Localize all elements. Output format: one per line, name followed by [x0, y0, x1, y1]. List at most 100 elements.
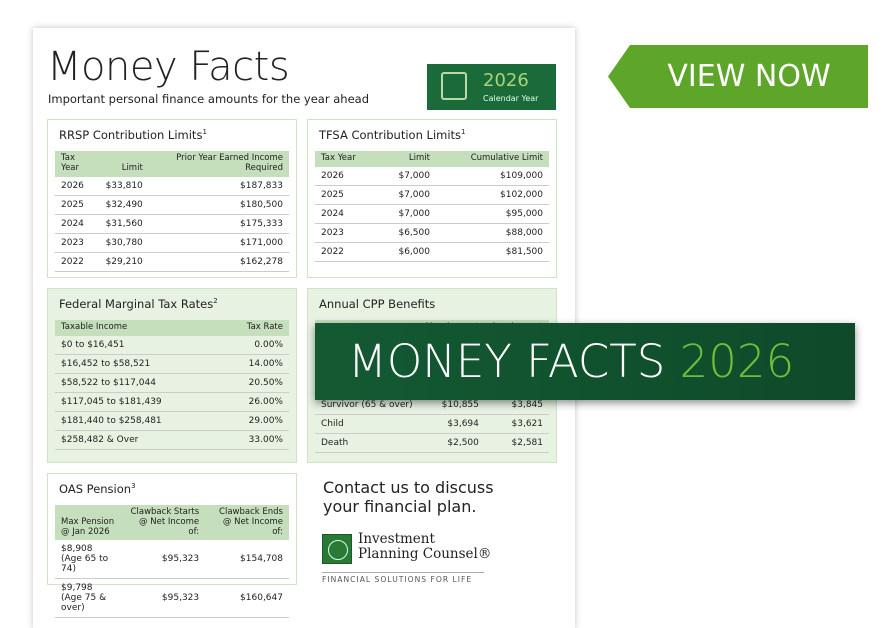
federal-tax-section: Federal Marginal Tax Rates2 Taxable Inco…: [47, 288, 297, 463]
contact-text: Contact us to discuss your financial pla…: [323, 478, 494, 517]
table-cell: $0 to $16,451: [55, 335, 219, 356]
table-cell: 2024: [55, 214, 100, 235]
table-cell: $181,440 to $258,481: [55, 411, 219, 432]
rrsp-table: Tax Year Limit Prior Year Earned Income Re…: [55, 151, 289, 273]
table-cell: $29,210: [99, 252, 149, 273]
table-row: $9,798 (Age 75 & over) $95,323 $160,647: [55, 578, 289, 619]
table-row: $0 to $16,451 0.00%: [55, 335, 289, 356]
footnote: 1: [461, 128, 466, 137]
table-header-row: Max Pension @ Jan 2026 Clawback Starts @ …: [55, 505, 289, 541]
table-row: $8,908 (Age 65 to 74) $95,323 $154,708: [55, 540, 289, 580]
calendar-badge: 2026 Calendar Year: [427, 64, 556, 110]
table-cell: $31,560: [99, 214, 149, 235]
table-cell: Death: [315, 433, 419, 454]
table-row: 2025 $32,490 $180,500: [55, 195, 289, 216]
table-cell: 2024: [315, 204, 378, 225]
table-cell: 2023: [315, 223, 378, 244]
column-header: Cumulative Limit: [435, 151, 549, 167]
table-cell: $7,000: [377, 204, 436, 225]
table-cell: $117,045 to $181,439: [55, 392, 219, 413]
table-header-row: Tax Year Limit Cumulative Limit: [315, 151, 549, 167]
table-cell: $7,000: [377, 166, 436, 187]
table-cell: 2026: [55, 176, 100, 197]
table-cell: $3,694: [418, 414, 485, 435]
table-cell: $180,500: [148, 195, 289, 216]
table-row: 2024 $31,560 $175,333: [55, 214, 289, 235]
document-subtitle: Important personal finance amounts for t…: [48, 92, 369, 106]
table-cell: 33.00%: [218, 430, 289, 451]
table-cell: $33,810: [99, 176, 149, 197]
view-now-button[interactable]: VIEW NOW: [608, 45, 868, 108]
column-header: Prior Year Earned Income Required: [148, 151, 289, 177]
table-cell: $88,000: [435, 223, 549, 244]
table-cell: Survivor (65 & over): [315, 395, 419, 416]
table-cell: $171,000: [148, 233, 289, 254]
column-header: Clawback Ends @ Net Income of:: [205, 505, 289, 541]
table-row: $16,452 to $58,521 14.00%: [55, 354, 289, 375]
column-header: Tax Year: [315, 151, 378, 167]
logo-tagline: FINANCIAL SOLUTIONS FOR LIFE: [322, 572, 484, 584]
calendar-year: 2026: [483, 70, 529, 91]
column-header: Tax Rate: [218, 320, 289, 336]
table-cell: $162,278: [148, 252, 289, 273]
table-row: 2025 $7,000 $102,000: [315, 185, 549, 206]
table-cell: $160,647: [205, 578, 289, 619]
table-cell: $109,000: [435, 166, 549, 187]
table-cell: $6,500: [377, 223, 436, 244]
table-cell: Child: [315, 414, 419, 435]
column-header: Tax Year: [55, 151, 100, 177]
document-title: Money Facts: [47, 44, 290, 90]
table-cell: $32,490: [99, 195, 149, 216]
column-header: Clawback Starts @ Net Income of:: [121, 505, 206, 541]
table-cell: $95,323: [121, 540, 206, 580]
money-facts-document[interactable]: Money Facts Important personal finance a…: [33, 28, 575, 628]
table-cell: $102,000: [435, 185, 549, 206]
oas-title: OAS Pension: [59, 482, 132, 496]
table-row: 2026 $33,810 $187,833: [55, 176, 289, 197]
column-header: Limit: [377, 151, 436, 167]
table-cell: $2,500: [418, 433, 485, 454]
table-row: $58,522 to $117,044 20.50%: [55, 373, 289, 394]
table-row: 2026 $7,000 $109,000: [315, 166, 549, 187]
table-cell: $258,482 & Over: [55, 430, 219, 451]
table-cell: 2022: [315, 242, 378, 263]
table-cell: 0.00%: [218, 335, 289, 356]
column-header: Limit: [99, 151, 149, 177]
table-row: 2024 $7,000 $95,000: [315, 204, 549, 225]
table-row: Death $2,500 $2,581: [315, 433, 549, 454]
logo-name-line2: Planning Counsel®: [358, 545, 492, 562]
table-row: 2023 $6,500 $88,000: [315, 223, 549, 244]
table-cell: 2022: [55, 252, 100, 273]
footnote: 3: [131, 482, 136, 491]
banner-text: MONEY FACTS: [348, 335, 666, 388]
table-cell: 20.50%: [218, 373, 289, 394]
footnote: 2: [213, 297, 218, 306]
rrsp-title: RRSP Contribution Limits: [59, 128, 203, 142]
table-cell: $3,621: [484, 414, 549, 435]
table-cell: $175,333: [148, 214, 289, 235]
banner-year: 2026: [679, 335, 795, 388]
footnote: 1: [202, 128, 207, 137]
oas-table: Max Pension @ Jan 2026 Clawback Starts @ …: [55, 505, 289, 619]
rrsp-section: RRSP Contribution Limits1 Tax Year Limit P…: [47, 119, 297, 278]
table-cell: $58,522 to $117,044: [55, 373, 219, 394]
tfsa-table: Tax Year Limit Cumulative Limit 2026 $7,000 $…: [315, 151, 549, 263]
federal-tax-table: Taxable Income Tax Rate $0 to $16,451 0.00%…: [55, 320, 289, 451]
table-row: 2022 $29,210 $162,278: [55, 252, 289, 273]
table-cell: $10,855: [418, 395, 485, 416]
table-cell: $30,780: [99, 233, 149, 254]
tfsa-section: TFSA Contribution Limits1 Tax Year Limit C…: [307, 119, 557, 278]
table-cell: $2,581: [484, 433, 549, 454]
logo-name-line1: Investment: [358, 531, 435, 547]
table-cell: $95,000: [435, 204, 549, 225]
table-row: Child $3,694 $3,621: [315, 414, 549, 435]
table-header-row: Taxable Income Tax Rate: [55, 320, 289, 336]
federal-title: Federal Marginal Tax Rates: [59, 297, 214, 311]
table-row: $258,482 & Over 33.00%: [55, 430, 289, 451]
table-row: $181,440 to $258,481 29.00%: [55, 411, 289, 432]
calendar-icon: [441, 72, 467, 100]
oas-section: OAS Pension3 Max Pension @ Jan 2026 Clawb…: [47, 473, 297, 619]
tfsa-title: TFSA Contribution Limits: [319, 128, 462, 142]
table-cell: 14.00%: [218, 354, 289, 375]
table-cell: 2025: [315, 185, 378, 206]
